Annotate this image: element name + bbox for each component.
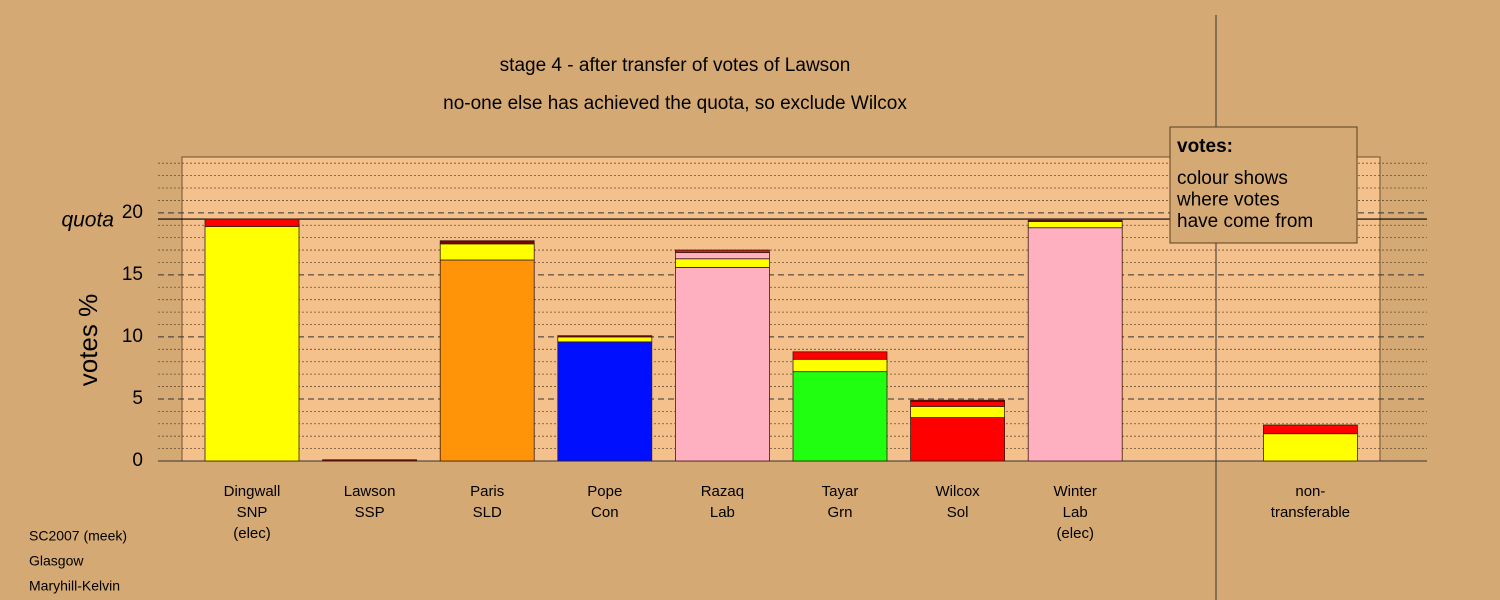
x-tick-label: SNP [237, 504, 268, 521]
x-tick-label: (elec) [1056, 525, 1094, 542]
y-tick-label: 10 [122, 326, 143, 347]
x-tick-label: Sol [947, 504, 969, 521]
bar-segment [910, 399, 1005, 402]
bar-segment [322, 459, 418, 462]
x-tick-label: SLD [473, 504, 502, 521]
x-tick-label: Grn [827, 504, 852, 521]
bar-segment [910, 417, 1005, 462]
y-axis-label: votes % [73, 294, 103, 387]
legend-title: votes: [1177, 136, 1233, 157]
x-tick-label: Tayar [822, 483, 859, 500]
bar-segment [204, 218, 300, 227]
bar-segment [439, 243, 535, 261]
bar-segment [1027, 227, 1123, 462]
bar-segment [557, 335, 653, 338]
bar-segment [439, 240, 535, 245]
chart-title: stage 4 - after transfer of votes of Law… [500, 55, 851, 76]
x-tick-label: Pope [587, 483, 622, 500]
x-tick-label: Wilcox [936, 483, 981, 500]
legend-text: colour shows [1177, 168, 1288, 189]
bar-segment [675, 249, 770, 253]
bar-segment [792, 358, 888, 373]
bar-segment [792, 351, 888, 360]
footer-text: Glasgow [29, 553, 84, 569]
bar-segment [675, 258, 770, 268]
legend-box [1169, 126, 1358, 244]
x-tick-label: Con [591, 504, 619, 521]
x-tick-label: Lab [1063, 504, 1088, 521]
x-tick-label: Lab [710, 504, 735, 521]
bar-segment [557, 336, 653, 343]
chart-subtitle: no-one else has achieved the quota, so e… [443, 93, 907, 114]
y-tick-label: 20 [122, 202, 143, 223]
bar-segment [675, 267, 770, 462]
quota-label: quota [61, 209, 114, 232]
x-tick-label: Lawson [344, 483, 396, 500]
bar-segment [792, 371, 888, 462]
bar-segment [1027, 221, 1123, 229]
footer-text: Maryhill-Kelvin [29, 578, 120, 594]
x-tick-label: SSP [355, 504, 385, 521]
x-tick-label: Paris [470, 483, 504, 500]
legend-text: have come from [1177, 211, 1313, 232]
y-tick-label: 5 [132, 388, 143, 409]
bar-segment [1263, 424, 1358, 435]
bar-segment [439, 259, 535, 462]
bar-segment [910, 406, 1005, 418]
bar-segment [675, 252, 770, 260]
footer-text: SC2007 (meek) [29, 528, 127, 544]
x-tick-label: Dingwall [224, 483, 281, 500]
x-tick-label: Winter [1054, 483, 1097, 500]
bar-segment [910, 401, 1005, 407]
y-tick-label: 0 [132, 450, 143, 471]
bar-segment [1263, 433, 1358, 462]
bar-segment [204, 226, 300, 462]
legend-text: where votes [1176, 190, 1279, 211]
x-tick-label: Razaq [701, 483, 744, 500]
bar-segment [557, 341, 653, 462]
x-tick-label: non- [1295, 483, 1325, 500]
y-tick-label: 15 [122, 264, 143, 285]
x-tick-label: (elec) [233, 525, 271, 542]
bar-segment [1027, 219, 1123, 222]
x-tick-label: transferable [1271, 504, 1350, 521]
